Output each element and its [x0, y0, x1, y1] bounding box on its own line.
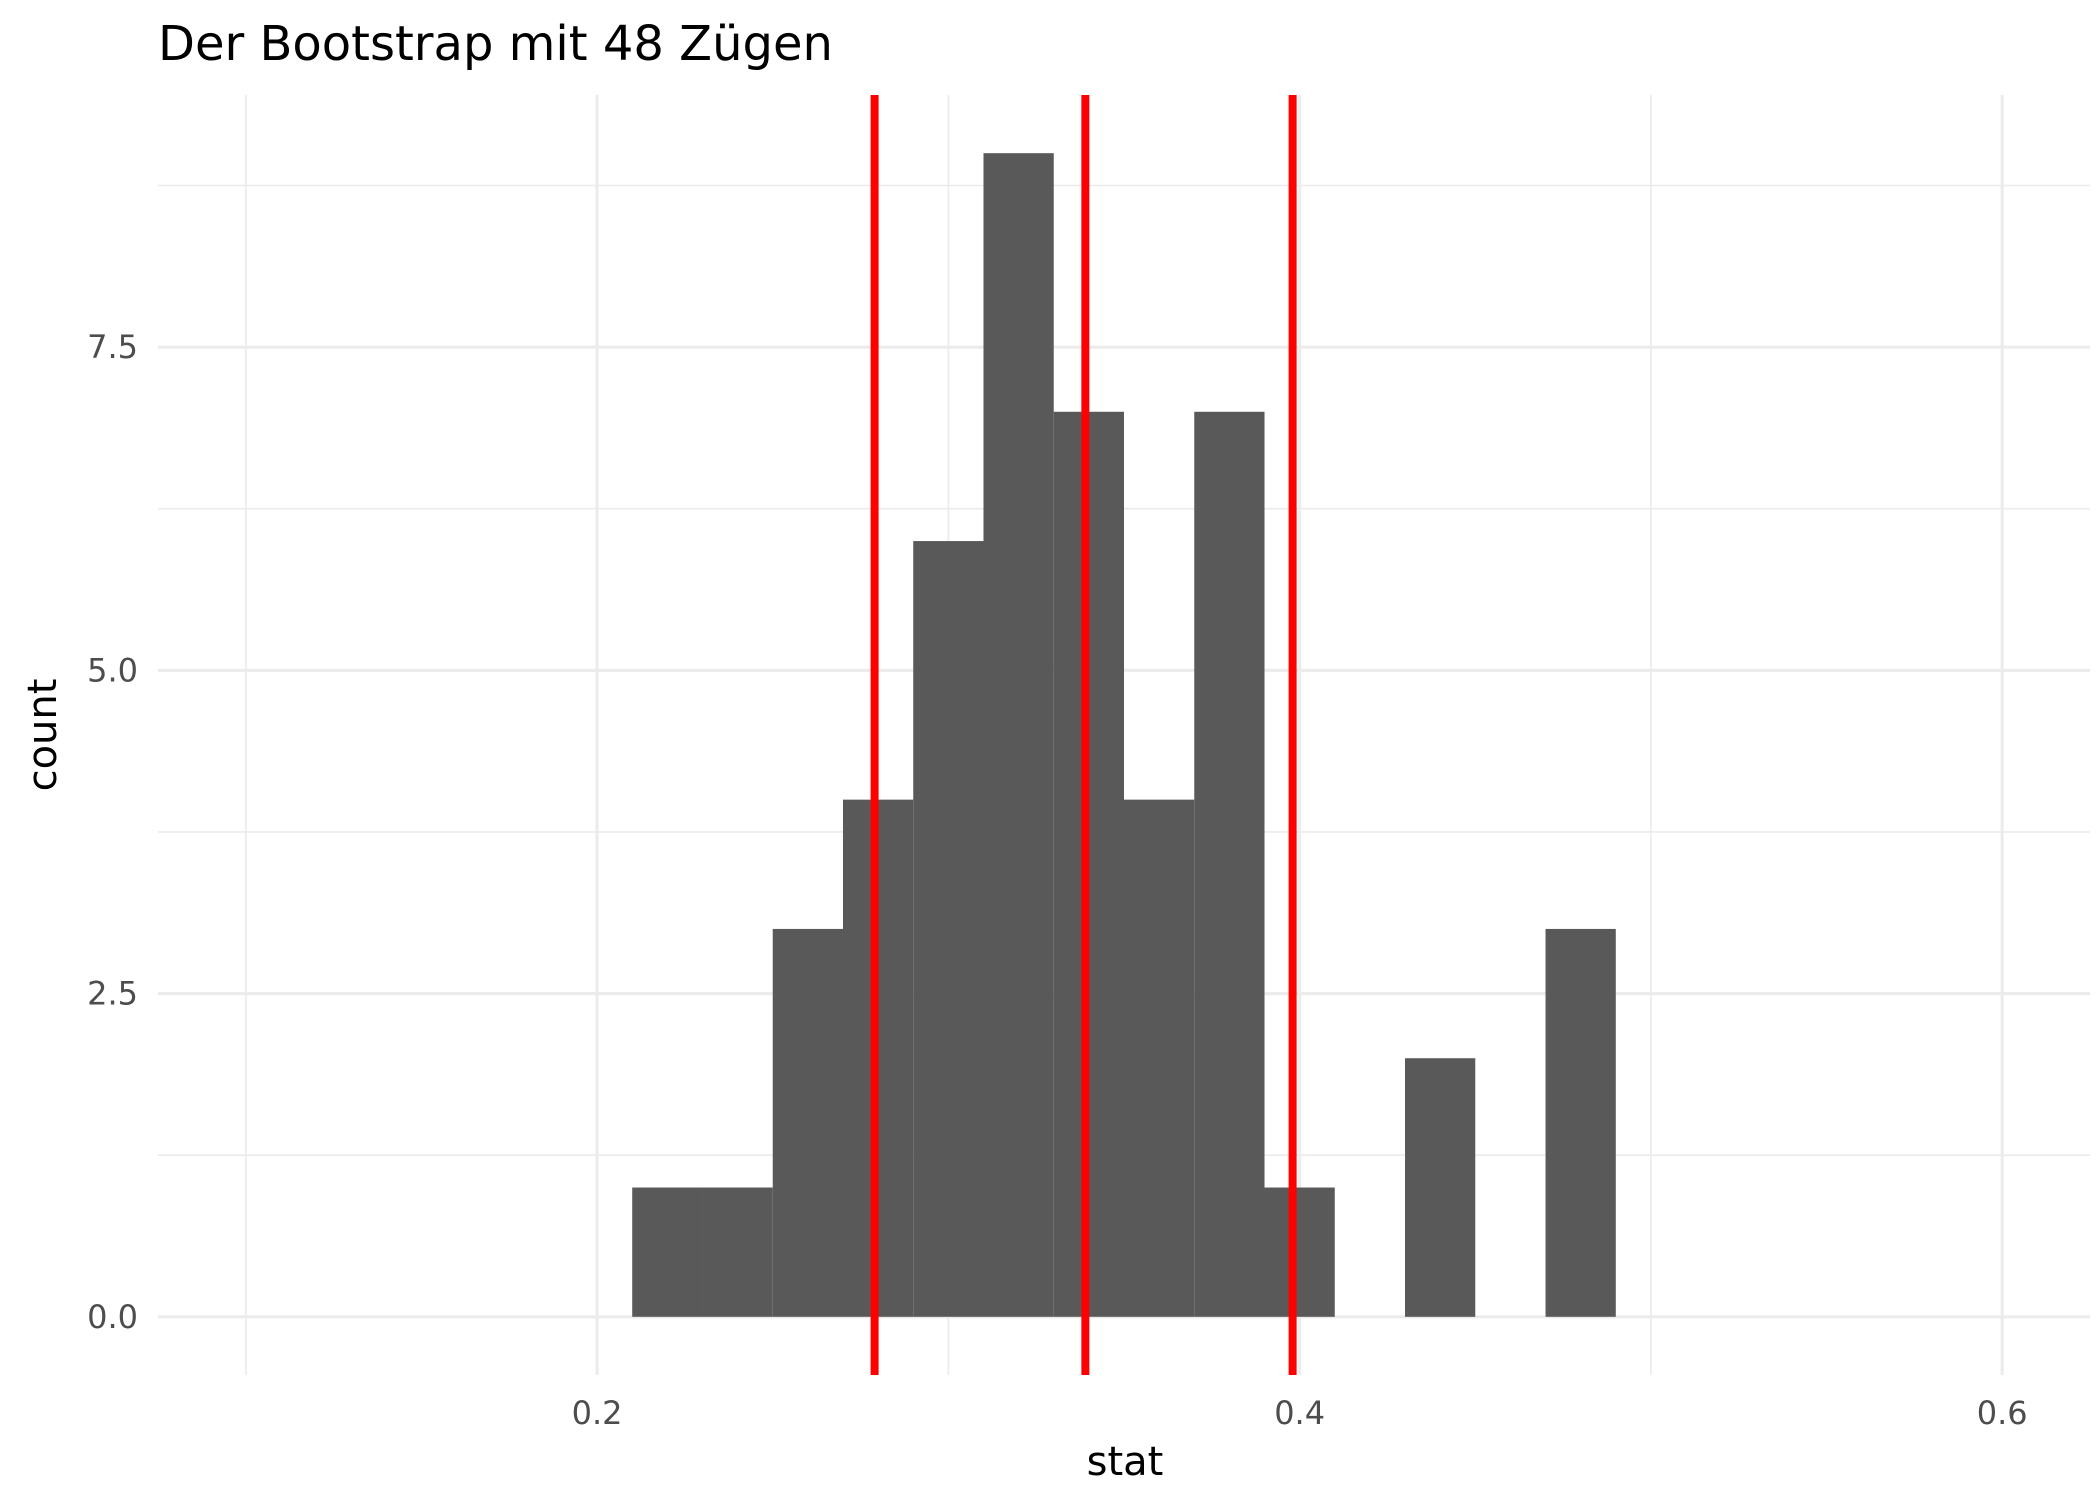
histogram-bar: [1264, 1187, 1335, 1317]
y-tick-label: 7.5: [87, 328, 138, 366]
histogram-bar: [632, 1187, 703, 1317]
y-axis-ticks: 0.0 2.5 5.0 7.5: [87, 328, 138, 1336]
histogram-bar: [1194, 411, 1265, 1317]
histogram-bar: [1405, 1058, 1476, 1317]
x-tick-label: 0.6: [1977, 1394, 2028, 1432]
reference-lines: [870, 95, 1297, 1375]
histogram-bar: [983, 153, 1054, 1317]
y-tick-label: 2.5: [87, 975, 138, 1013]
y-tick-label: 5.0: [87, 651, 138, 689]
histogram-bar: [1545, 928, 1616, 1317]
x-axis-ticks: 0.2 0.4 0.6: [572, 1394, 2028, 1432]
y-axis-title: count: [20, 679, 66, 792]
x-axis-title: stat: [1087, 1439, 1164, 1485]
histogram-bar: [772, 928, 843, 1317]
chart-title: Der Bootstrap mit 48 Zügen: [158, 16, 833, 72]
histogram-bar: [913, 541, 984, 1317]
histogram-bars: [632, 153, 1616, 1317]
x-tick-label: 0.2: [572, 1394, 623, 1432]
histogram-bar: [702, 1187, 773, 1317]
histogram-bar: [1124, 799, 1195, 1317]
y-tick-label: 0.0: [87, 1298, 138, 1336]
x-tick-label: 0.4: [1274, 1394, 1325, 1432]
